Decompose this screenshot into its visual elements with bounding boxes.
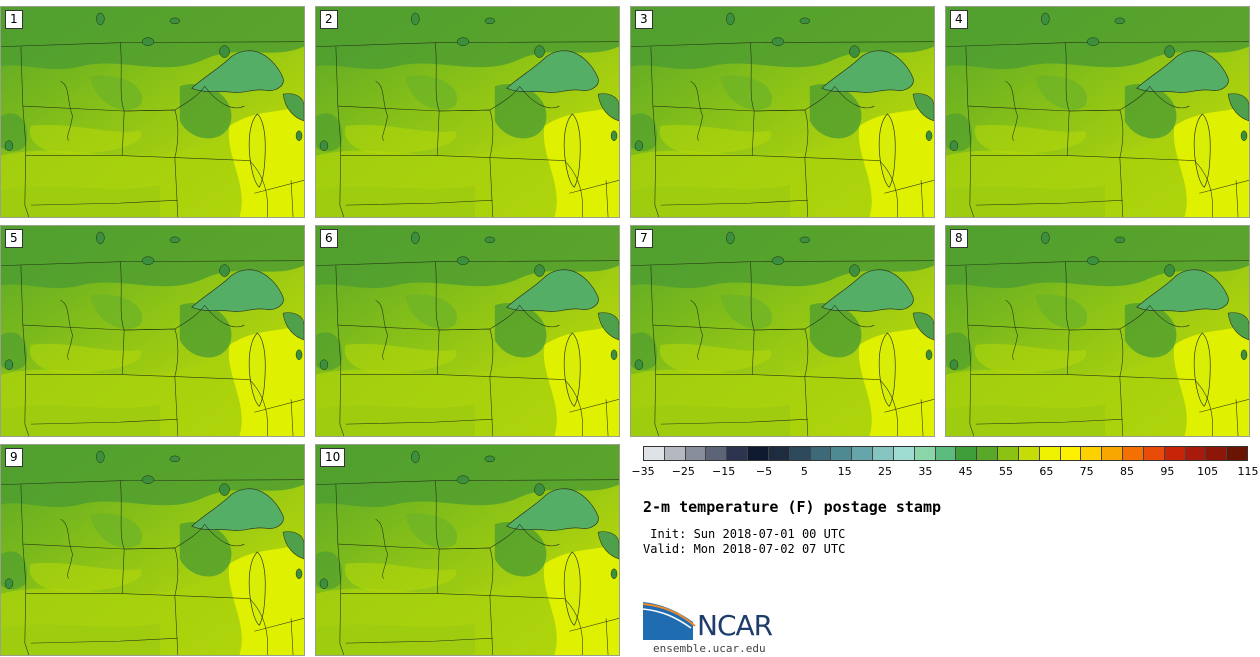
- colorbar-swatch: [810, 447, 832, 460]
- panel-number: 1: [5, 10, 23, 29]
- map-panel-3: 3: [630, 6, 935, 218]
- colorbar-tick-labels: −35 −25 −15 −5 5 15 25 35 45 55 65 75 85 95 105 115: [631, 465, 1258, 481]
- colorbar-swatch: [1060, 447, 1082, 460]
- site-url: ensemble.ucar.edu: [653, 642, 766, 655]
- map-panel-5: 5: [0, 225, 305, 437]
- colorbar-swatch: [644, 447, 665, 460]
- map-panel-8: 8: [945, 225, 1250, 437]
- ncar-logo-text: NCAR: [697, 609, 773, 642]
- map-panel-7: 7: [630, 225, 935, 437]
- colorbar-tick-label: 95: [1160, 465, 1175, 478]
- colorbar-tick-label: −15: [712, 465, 736, 478]
- colorbar-tick-label: 35: [918, 465, 933, 478]
- map-panel-1: 1: [0, 6, 305, 218]
- colorbar-swatch: [789, 447, 811, 460]
- colorbar-swatch: [1018, 447, 1040, 460]
- colorbar-swatch: [1206, 447, 1228, 460]
- panel-number: 4: [950, 10, 968, 29]
- colorbar-swatch: [685, 447, 707, 460]
- temperature-map: [946, 226, 1249, 436]
- temperature-map: [1, 7, 304, 217]
- colorbar-swatch: [873, 447, 894, 460]
- colorbar-swatch: [1227, 447, 1248, 460]
- colorbar-swatch: [977, 447, 999, 460]
- temperature-map: [1, 445, 304, 655]
- colorbar-swatch: [748, 447, 769, 460]
- colorbar-swatch: [706, 447, 728, 460]
- init-time: Init: Sun 2018-07-01 00 UTC: [643, 527, 846, 541]
- colorbar-swatch: [1143, 447, 1165, 460]
- colorbar-swatch: [664, 447, 686, 460]
- map-panel-9: 9: [0, 444, 305, 656]
- temperature-map: [316, 7, 619, 217]
- colorbar-tick-label: −5: [755, 465, 773, 478]
- panel-number: 5: [5, 229, 23, 248]
- colorbar-tick-label: 65: [1039, 465, 1054, 478]
- colorbar-tick-label: 45: [958, 465, 973, 478]
- colorbar-swatch: [914, 447, 936, 460]
- map-panel-6: 6: [315, 225, 620, 437]
- colorbar-tick-label: 55: [999, 465, 1013, 478]
- colorbar-tick-label: 15: [837, 465, 852, 478]
- temperature-map: [946, 7, 1249, 217]
- temperature-map: [316, 445, 619, 655]
- colorbar-tick-label: −35: [631, 465, 655, 478]
- colorbar-swatch: [852, 447, 874, 460]
- colorbar-swatch: [1102, 447, 1124, 460]
- colorbar-swatch: [998, 447, 1019, 460]
- colorbar-tick-label: −25: [671, 465, 695, 478]
- panel-number: 3: [635, 10, 653, 29]
- panel-number: 7: [635, 229, 653, 248]
- colorbar-swatch: [935, 447, 957, 460]
- panel-number: 10: [320, 448, 346, 467]
- panel-number: 2: [320, 10, 338, 29]
- colorbar-swatch: [1039, 447, 1061, 460]
- colorbar-tick-label: 105: [1197, 465, 1219, 478]
- panel-number: 9: [5, 448, 23, 467]
- temperature-map: [1, 226, 304, 436]
- ncar-logo: [643, 602, 696, 640]
- map-panel-10: 10: [315, 444, 620, 656]
- panel-number: 6: [320, 229, 338, 248]
- temperature-map: [316, 226, 619, 436]
- temperature-map: [631, 7, 934, 217]
- colorbar-swatch: [1164, 447, 1186, 460]
- colorbar-swatch: [727, 447, 749, 460]
- colorbar-swatch: [1123, 447, 1144, 460]
- chart-title: 2-m temperature (F) postage stamp: [643, 498, 942, 516]
- colorbar-swatch: [831, 447, 853, 460]
- temperature-map: [631, 226, 934, 436]
- colorbar-tick-label: 85: [1120, 465, 1134, 478]
- colorbar-tick-label: 115: [1237, 465, 1259, 478]
- map-panel-2: 2: [315, 6, 620, 218]
- map-panel-4: 4: [945, 6, 1250, 218]
- colorbar-tick-label: 5: [800, 465, 808, 478]
- colorbar-swatch: [1185, 447, 1207, 460]
- valid-time: Valid: Mon 2018-07-02 07 UTC: [643, 542, 846, 556]
- panel-number: 8: [950, 229, 968, 248]
- colorbar-tick-label: 75: [1079, 465, 1094, 478]
- colorbar-swatch: [956, 447, 978, 460]
- colorbar-swatch: [1081, 447, 1103, 460]
- colorbar-tick-label: 25: [878, 465, 892, 478]
- colorbar-swatch: [768, 447, 790, 460]
- colorbar-swatch: [893, 447, 915, 460]
- temperature-colorbar: [643, 446, 1248, 461]
